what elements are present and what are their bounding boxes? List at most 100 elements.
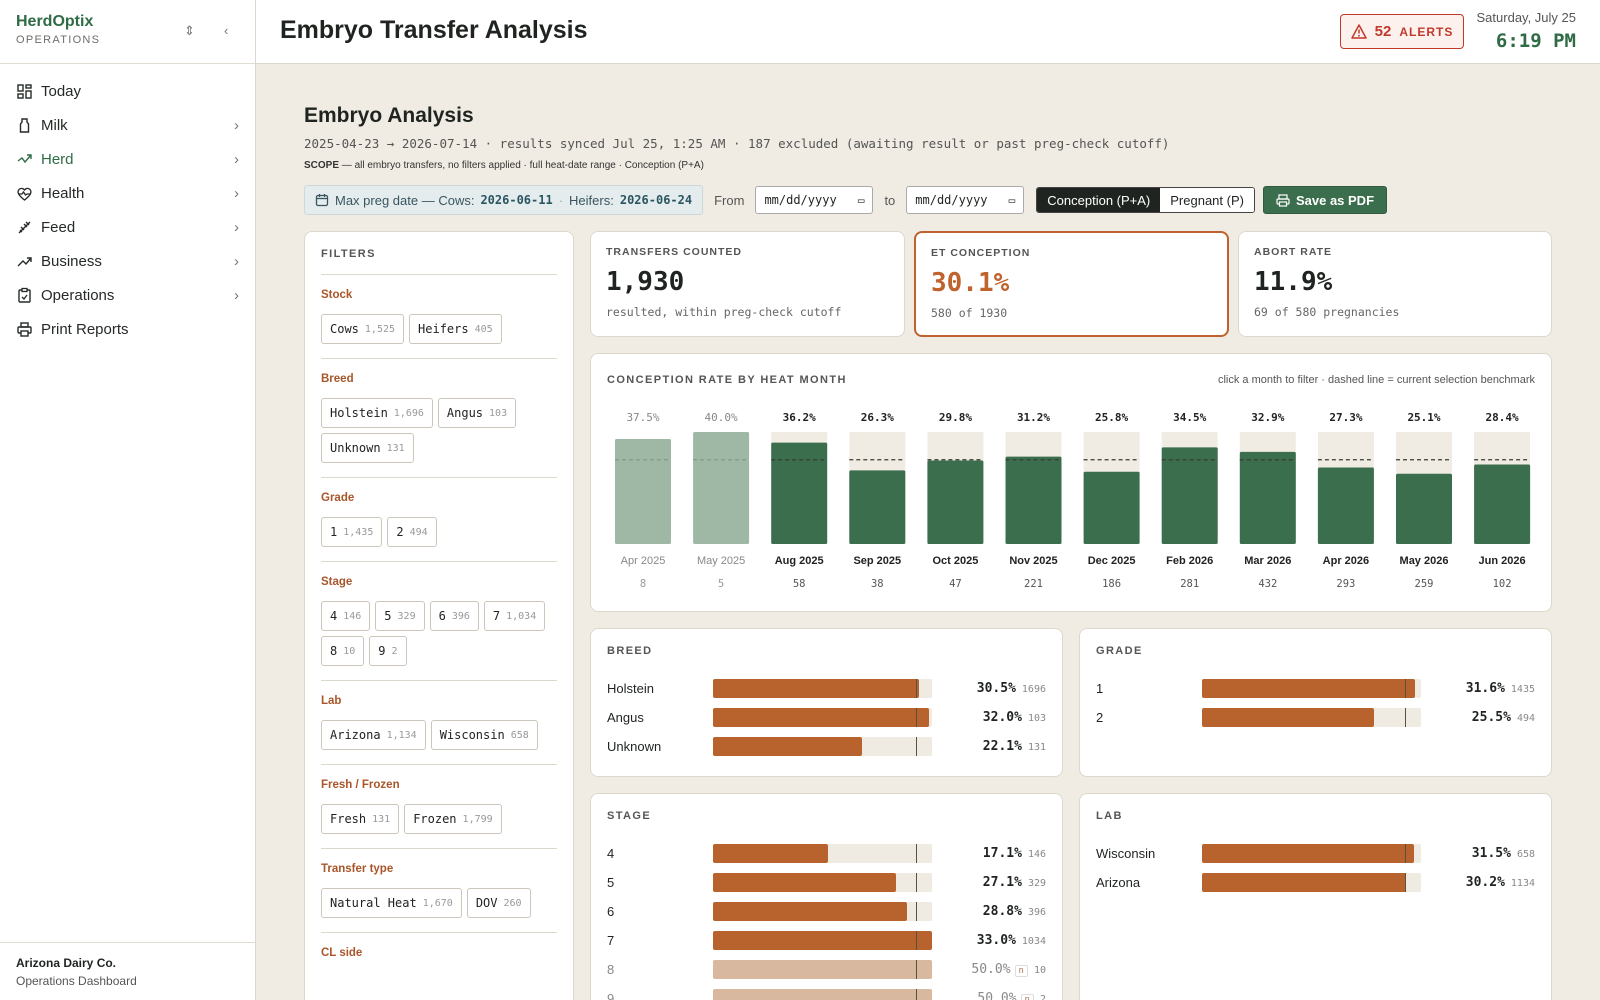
sidebar-item-label: Operations: [41, 286, 115, 304]
chart-bar-group[interactable]: 34.5% Feb 2026 281: [1161, 411, 1218, 590]
chart-bar-group[interactable]: 31.2% Nov 2025 221: [1005, 411, 1062, 590]
chip-label: Fresh: [330, 812, 367, 826]
filter-chip[interactable]: Natural Heat 1,670: [321, 888, 462, 918]
bar-track: [713, 708, 932, 727]
row-label: 4: [607, 846, 615, 861]
filter-chip[interactable]: 8 10: [321, 636, 365, 666]
breakdown-row[interactable]: 2 25.5% 494: [1096, 703, 1535, 732]
breakdown-row[interactable]: 1 31.6% 1435: [1096, 674, 1535, 703]
sidebar-item-milk[interactable]: Milk ›: [0, 108, 255, 142]
breakdown-row[interactable]: Arizona 30.2% 1134: [1096, 868, 1535, 897]
chart-bar-group[interactable]: 40.0% May 2025 5: [693, 411, 750, 590]
breakdown-row[interactable]: 6 28.8% 396: [607, 897, 1046, 926]
row-count: 1696: [1021, 684, 1046, 695]
x-tick-label: Aug 2025: [775, 555, 824, 567]
save-pdf-button[interactable]: Save as PDF: [1262, 186, 1388, 214]
filter-chip[interactable]: Holstein 1,696: [321, 398, 433, 428]
chart-bar[interactable]: [1317, 467, 1374, 544]
chart-bar-group[interactable]: 32.9% Mar 2026 432: [1239, 411, 1296, 590]
chip-count: 1,696: [393, 407, 424, 419]
chart-bar[interactable]: [1396, 473, 1452, 544]
alerts-button[interactable]: 52 ALERTS: [1340, 14, 1464, 49]
from-date-input[interactable]: mm/dd/yyyy ▭: [755, 186, 874, 214]
breakdown-row[interactable]: Unknown 22.1% 131: [607, 732, 1046, 761]
x-tick-label: May 2025: [697, 555, 745, 567]
filter-chip[interactable]: DOV 260: [466, 888, 531, 918]
chart-bar[interactable]: [1083, 471, 1140, 544]
benchmark-marker: [915, 989, 918, 1000]
toggle-pregnant[interactable]: Pregnant (P): [1160, 188, 1254, 212]
breakdown-row[interactable]: 7 33.0% 1034: [607, 926, 1046, 955]
chart-bar[interactable]: [693, 432, 750, 544]
chart-bar[interactable]: [927, 460, 984, 544]
filters-title: FILTERS: [321, 248, 557, 275]
row-percent: 32.0%: [982, 710, 1022, 725]
filter-chip[interactable]: Unknown 131: [321, 433, 414, 463]
metric-toggle: Conception (P+A) Pregnant (P): [1036, 187, 1255, 213]
chart-bar[interactable]: [1005, 456, 1062, 544]
filter-chip[interactable]: Angus 103: [437, 398, 517, 428]
filter-chip[interactable]: Heifers 405: [409, 314, 502, 344]
breakdown-row[interactable]: 8 50.0% n 10: [607, 955, 1046, 984]
chart-bar[interactable]: [1239, 451, 1296, 544]
breakdown-row[interactable]: 4 17.1% 146: [607, 839, 1046, 868]
filter-chip[interactable]: 7 1,034: [483, 601, 546, 631]
bar-track: [713, 960, 932, 979]
chart-bar[interactable]: [771, 442, 828, 544]
filter-chip[interactable]: Fresh 131: [321, 804, 400, 834]
chart-bar-group[interactable]: 28.4% Jun 2026 102: [1474, 411, 1531, 590]
sidebar-item-operations[interactable]: Operations ›: [0, 278, 255, 312]
switcher-icon[interactable]: ⇕: [184, 23, 195, 38]
kpi-et-conception[interactable]: ET CONCEPTION 30.1% 580 of 1930: [914, 231, 1229, 337]
save-pdf-label: Save as PDF: [1295, 192, 1375, 208]
kpi-abort-rate[interactable]: ABORT RATE 11.9% 69 of 580 pregnancies: [1238, 231, 1552, 337]
sidebar-item-business[interactable]: Business ›: [0, 244, 255, 278]
collapse-sidebar-icon[interactable]: ‹: [224, 23, 229, 38]
sidebar-item-health[interactable]: Health ›: [0, 176, 255, 210]
chip-label: 2: [396, 525, 404, 539]
chart-bar[interactable]: [1161, 447, 1218, 544]
chart-bar-group[interactable]: 27.3% Apr 2026 293: [1317, 411, 1374, 590]
chart-bar-group[interactable]: 25.1% May 2026 259: [1396, 411, 1452, 590]
chart-bar-group[interactable]: 26.3% Sep 2025 38: [849, 411, 906, 590]
sidebar-item-today[interactable]: Today: [0, 74, 255, 108]
chart-bar-group[interactable]: 29.8% Oct 2025 47: [927, 411, 984, 590]
filter-chip[interactable]: 6 396: [429, 601, 479, 631]
row-label: 1: [1096, 681, 1104, 696]
filter-chip[interactable]: Cows 1,525: [321, 314, 405, 344]
sidebar-item-herd[interactable]: Herd ›: [0, 142, 255, 176]
breakdown-row[interactable]: Wisconsin 31.5% 658: [1096, 839, 1535, 868]
chart-bar[interactable]: [849, 470, 906, 544]
benchmark-marker: [915, 873, 918, 892]
filter-group-title: Grade: [321, 492, 355, 504]
chip-label: 5: [384, 609, 392, 623]
chart-bar-group[interactable]: 37.5% Apr 2025 8: [615, 411, 671, 590]
chart-bar-group[interactable]: 25.8% Dec 2025 186: [1083, 411, 1140, 590]
sidebar-item-feed[interactable]: Feed ›: [0, 210, 255, 244]
chart-bar[interactable]: [615, 439, 671, 544]
filter-chip[interactable]: 1 1,435: [321, 517, 383, 547]
filter-chip[interactable]: Wisconsin 658: [430, 720, 538, 750]
brand-name: HerdOptix: [16, 13, 94, 30]
chart-bar-group[interactable]: 36.2% Aug 2025 58: [771, 411, 828, 590]
filter-chip[interactable]: Arizona 1,134: [321, 720, 426, 750]
breakdown-row[interactable]: Holstein 30.5% 1696: [607, 674, 1046, 703]
breakdown-row[interactable]: Angus 32.0% 103: [607, 703, 1046, 732]
breakdown-row[interactable]: 9 50.0% n 2: [607, 984, 1046, 1000]
warning-icon: [1350, 24, 1367, 39]
chart-bar[interactable]: [1474, 464, 1531, 544]
row-count: 10: [1033, 965, 1046, 976]
to-date-input[interactable]: mm/dd/yyyy ▭: [906, 186, 1025, 214]
breakdown-row[interactable]: 5 27.1% 329: [607, 868, 1046, 897]
toggle-conception[interactable]: Conception (P+A): [1037, 188, 1161, 212]
filter-chip[interactable]: 2 494: [387, 517, 437, 547]
herd-icon: [16, 151, 33, 168]
calendar-picker-icon[interactable]: ▭: [857, 193, 865, 207]
filter-chip[interactable]: 4 146: [321, 601, 371, 631]
calendar-picker-icon[interactable]: ▭: [1008, 193, 1016, 207]
dashboard-icon: [16, 83, 33, 100]
sidebar-item-print-reports[interactable]: Print Reports: [0, 312, 255, 346]
filter-chip[interactable]: 5 329: [375, 601, 425, 631]
filter-chip[interactable]: Frozen 1,799: [404, 804, 502, 834]
